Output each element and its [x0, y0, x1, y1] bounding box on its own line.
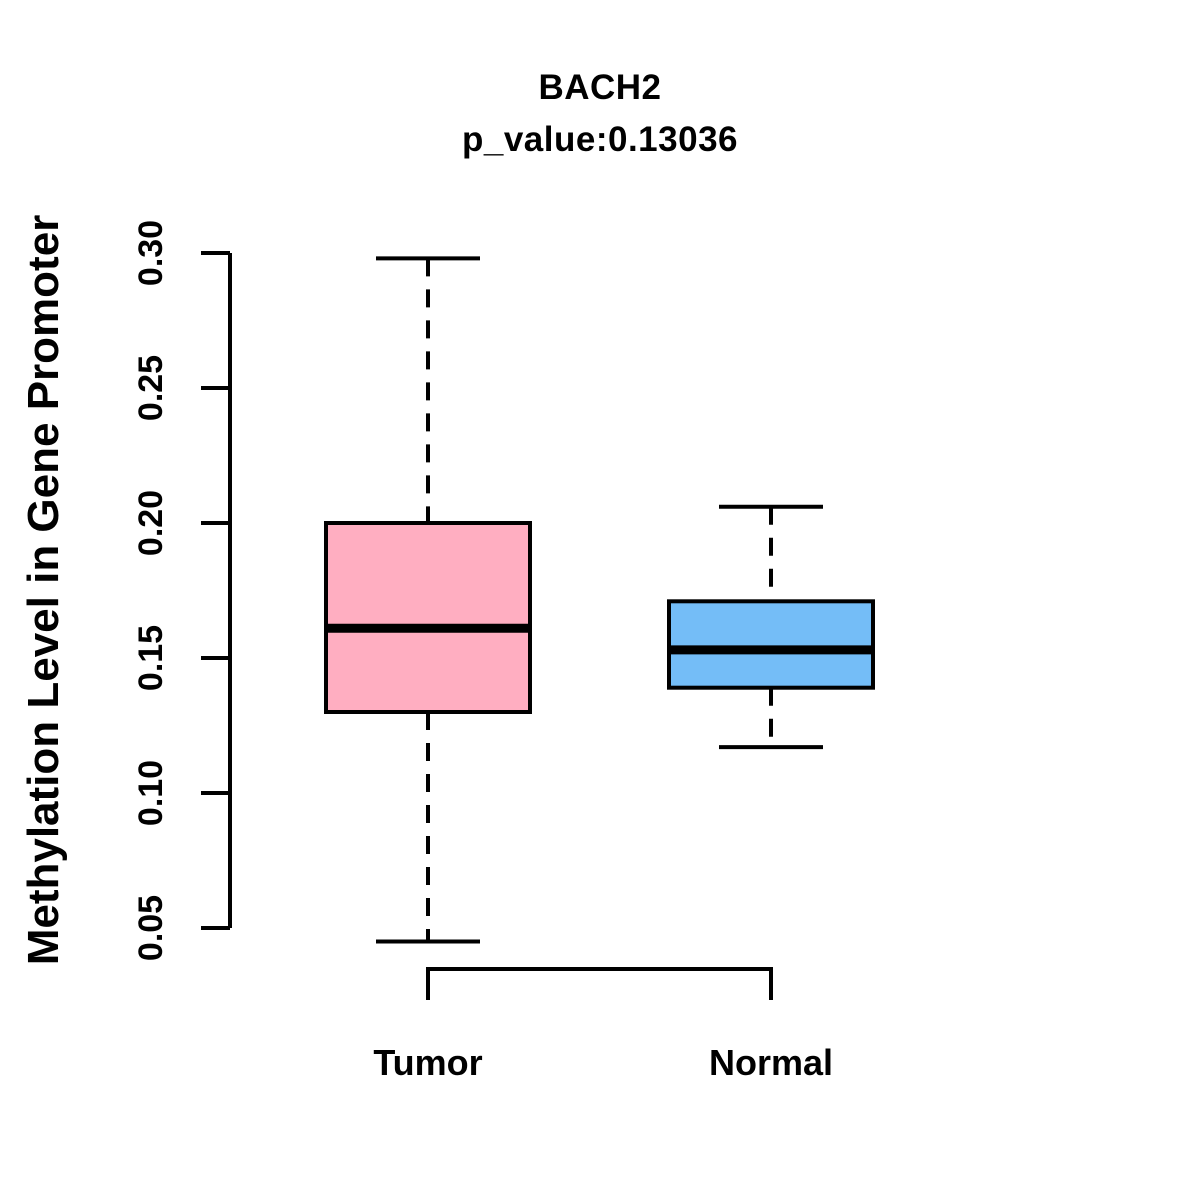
y-axis-tick-label: 0.10 [132, 760, 170, 826]
y-axis-tick-label: 0.05 [132, 895, 170, 961]
x-axis-bracket [426, 967, 773, 1000]
chart-title: BACH2 p_value:0.13036 [0, 62, 1200, 166]
y-axis-title: Methylation Level in Gene Promoter [19, 214, 68, 966]
y-axis-tick-label: 0.30 [132, 220, 170, 286]
iqr-box-normal [667, 599, 875, 690]
chart-title-pvalue: p_value:0.13036 [461, 120, 738, 159]
x-axis-label-tumor: Tumor [373, 1042, 483, 1083]
chart-title-gene: BACH2 [538, 68, 662, 107]
y-axis-tick-label: 0.25 [132, 355, 170, 421]
y-axis-tick-label: 0.15 [132, 625, 170, 691]
y-axis-tick-label: 0.20 [132, 490, 170, 556]
iqr-box-tumor [324, 521, 532, 714]
x-axis-label-normal: Normal [708, 1042, 834, 1083]
